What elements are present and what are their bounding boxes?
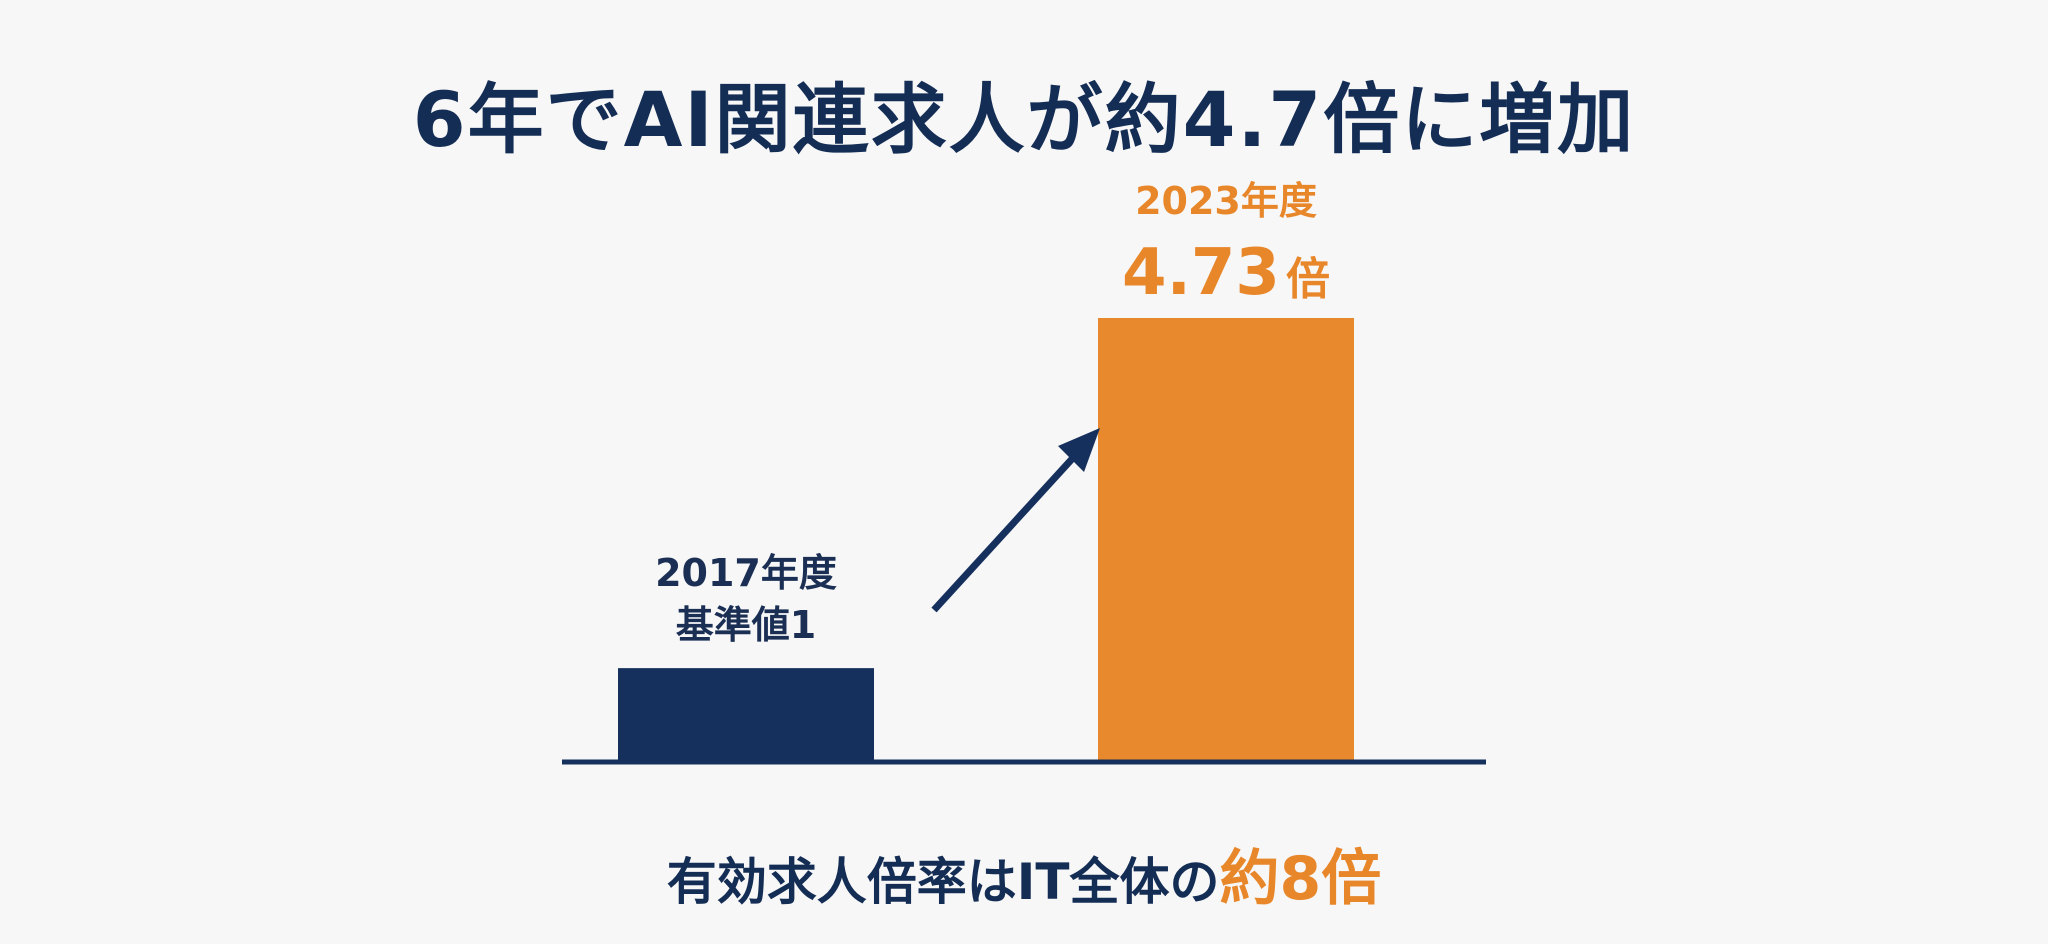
growth-arrow xyxy=(931,445,1085,613)
bar-label-category-2017: 2017年度 xyxy=(655,551,837,595)
bar-label-sub-2017: 基準値1 xyxy=(676,603,816,647)
bar-2017年度 xyxy=(618,668,874,762)
bar-value-number: 4.73 xyxy=(1122,236,1280,310)
bar-value-label-2023: 4.73 倍 xyxy=(1122,236,1330,310)
footnote: 有効求人倍率はIT全体の約8倍 xyxy=(0,830,2048,917)
bar-value-unit: 倍 xyxy=(1286,254,1330,305)
page-title: 6年でAI関連求人が約4.7倍に増加 xyxy=(412,75,1636,164)
footnote-text: 有効求人倍率はIT全体の xyxy=(666,853,1220,911)
footnote-highlight: 約8倍 xyxy=(1219,844,1382,914)
bar-2023年度 xyxy=(1098,318,1354,762)
bar-label-category-2023: 2023年度 xyxy=(1135,179,1317,223)
growth-arrowhead xyxy=(1058,428,1100,472)
